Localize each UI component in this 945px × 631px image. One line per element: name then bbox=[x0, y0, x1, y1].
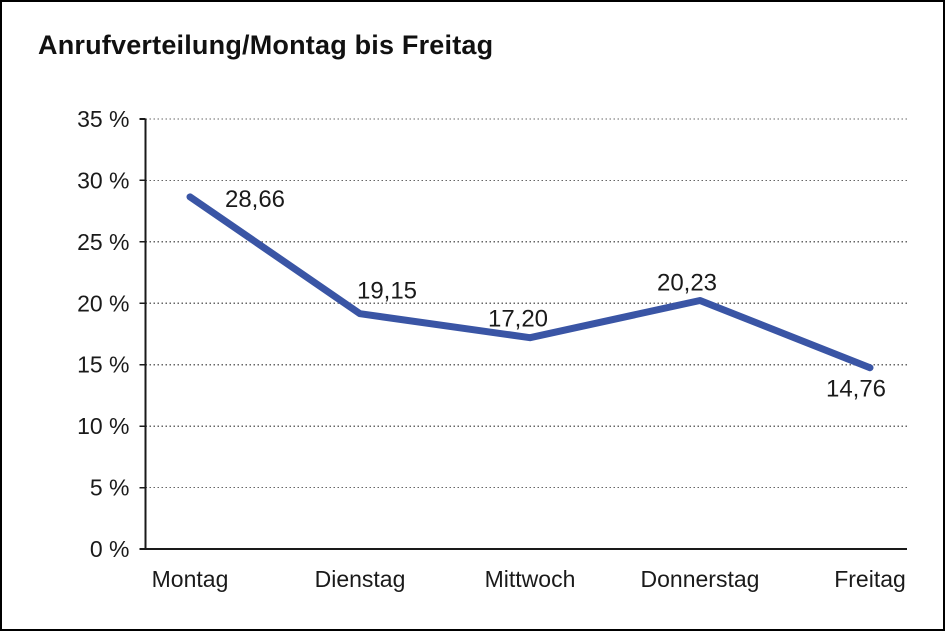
data-point-label: 28,66 bbox=[225, 186, 285, 213]
x-category-label: Dienstag bbox=[315, 566, 406, 592]
data-point-label: 14,76 bbox=[826, 376, 886, 403]
x-category-label: Donnerstag bbox=[641, 566, 760, 592]
data-point-label: 19,15 bbox=[357, 278, 417, 305]
y-tick-label: 10 % bbox=[77, 413, 129, 439]
y-tick-label: 15 % bbox=[77, 352, 129, 378]
y-tick-label: 25 % bbox=[77, 229, 129, 255]
data-point-label: 20,23 bbox=[657, 269, 717, 296]
data-series-line bbox=[186, 193, 874, 372]
x-category-label: Freitag bbox=[834, 566, 906, 592]
x-category-label: Montag bbox=[152, 566, 229, 592]
chart-title: Anrufverteilung/Montag bis Freitag bbox=[38, 30, 494, 60]
y-tick-label: 35 % bbox=[77, 106, 129, 132]
x-category-label: Mittwoch bbox=[485, 566, 576, 592]
y-tick-label: 30 % bbox=[77, 167, 129, 193]
data-point-label: 17,20 bbox=[488, 306, 548, 333]
y-tick-label: 5 % bbox=[90, 475, 130, 501]
y-tick-label: 20 % bbox=[77, 290, 129, 316]
y-tick-label: 0 % bbox=[90, 536, 130, 562]
